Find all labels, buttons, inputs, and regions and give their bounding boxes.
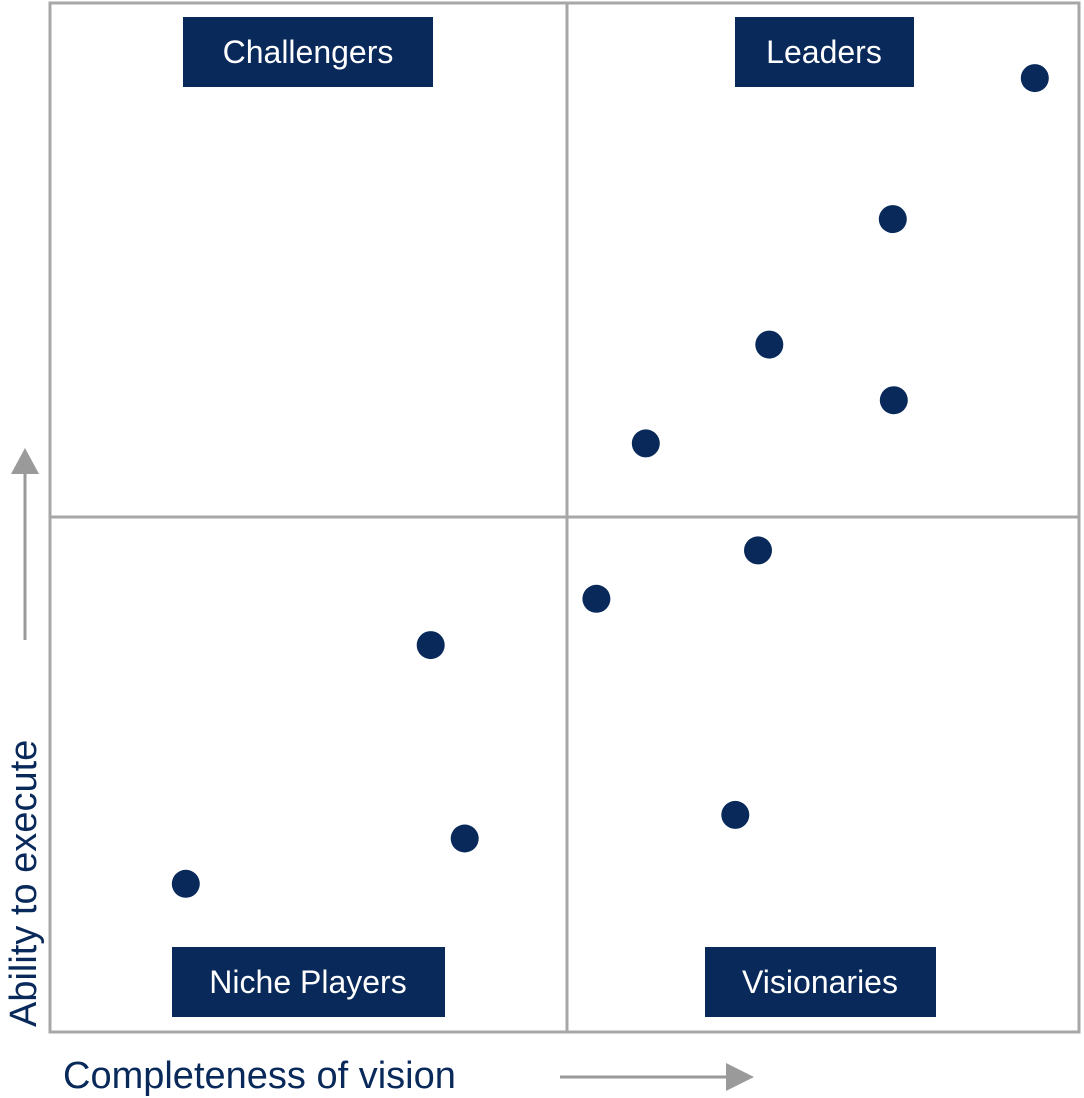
data-point-7	[582, 584, 611, 613]
x-axis: Completeness of vision	[63, 1055, 754, 1097]
quadrant-label-challengers-box	[183, 17, 433, 87]
x-axis-title: Completeness of vision	[63, 1055, 456, 1097]
quadrant-label-niche-players-box	[172, 947, 445, 1017]
data-point-5	[631, 429, 660, 458]
y-axis: Ability to execute	[3, 448, 45, 1027]
quadrant-label-leaders-text: Leaders	[766, 34, 882, 70]
quadrant-label-challengers: Challengers	[183, 17, 433, 87]
quadrant-label-leaders: Leaders	[735, 17, 914, 87]
quadrant-label-leaders-box	[735, 17, 914, 87]
data-point-1	[1020, 64, 1049, 93]
quadrant-label-niche-players-text: Niche Players	[209, 964, 406, 1000]
data-point-11	[171, 869, 200, 898]
data-point-10	[450, 824, 479, 853]
data-point-8	[416, 631, 445, 660]
y-axis-arrow-head	[11, 448, 39, 474]
quadrant-label-visionaries-box	[705, 947, 936, 1017]
y-axis-title: Ability to execute	[3, 740, 45, 1027]
quadrant-label-niche-players: Niche Players	[172, 947, 445, 1017]
quadrant-label-visionaries: Visionaries	[705, 947, 936, 1017]
data-point-2	[878, 205, 907, 234]
quadrant-label-visionaries-text: Visionaries	[742, 964, 898, 1000]
data-point-9	[721, 800, 750, 829]
data-points	[171, 64, 1049, 898]
data-point-4	[879, 386, 908, 415]
x-axis-arrow-head	[726, 1063, 754, 1091]
data-point-6	[744, 536, 772, 565]
quadrant-label-challengers-text: Challengers	[223, 34, 394, 70]
data-point-3	[755, 330, 784, 359]
